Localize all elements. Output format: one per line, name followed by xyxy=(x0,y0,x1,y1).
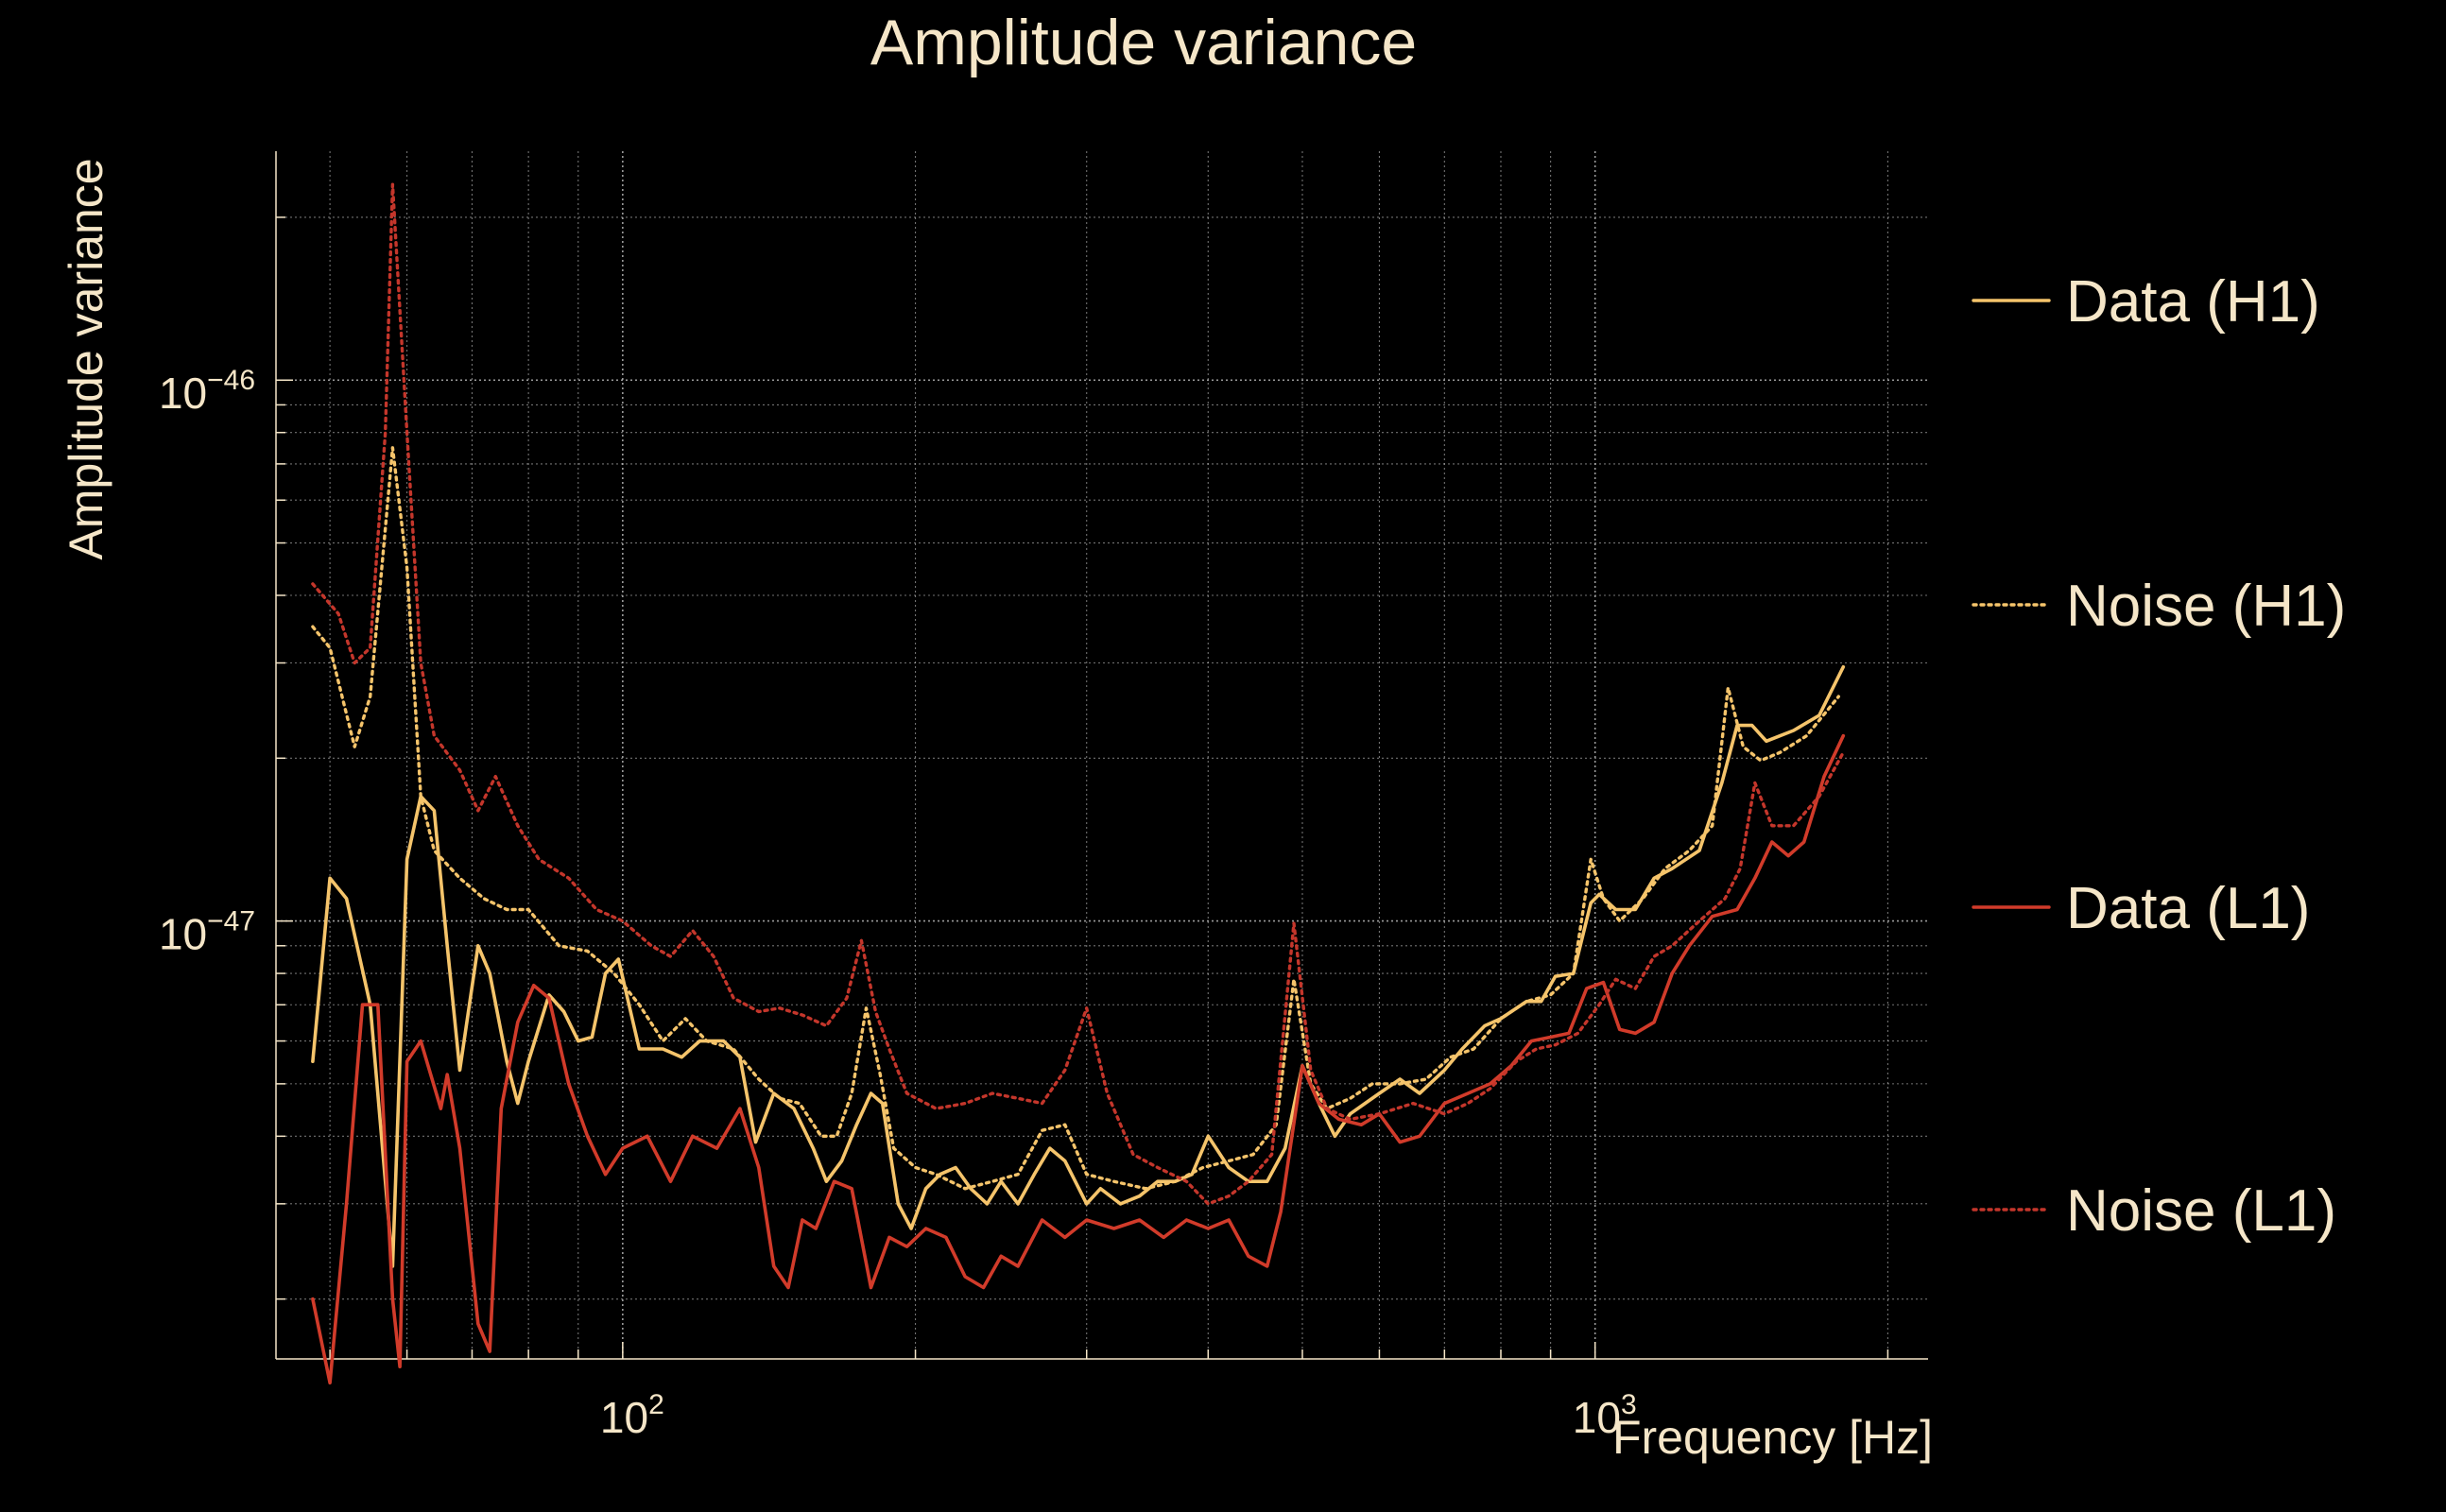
tick-labels: 102 103 10−46 10−47 xyxy=(159,365,1637,1442)
legend-label: Noise (H1) xyxy=(2066,574,2346,639)
legend-label: Data (L1) xyxy=(2066,876,2310,941)
series-lines xyxy=(311,182,1846,1385)
y-axis-label: Amplitude variance xyxy=(60,158,112,559)
y-tick-label: 10−46 xyxy=(159,365,255,418)
legend: Data (H1) Noise (H1) Data (L1) Noise (L1) xyxy=(1972,269,2346,1244)
chart-title: Amplitude variance xyxy=(870,7,1417,78)
legend-label: Noise (L1) xyxy=(2066,1178,2336,1244)
series-line-noise-l1 xyxy=(311,182,1845,1206)
series-line-data-l1 xyxy=(311,733,1846,1385)
grid-major-lines xyxy=(276,151,1928,1359)
grid-minor-lines xyxy=(276,151,1928,1359)
x-tick-label: 103 xyxy=(1573,1389,1637,1442)
x-tick-label: 102 xyxy=(600,1389,664,1442)
y-tick-label: 10−47 xyxy=(159,906,255,959)
plot-axes xyxy=(275,151,1928,1360)
x-axis-label: Frequency [Hz] xyxy=(1612,1411,1933,1464)
legend-label: Data (H1) xyxy=(2066,269,2320,335)
series-line-noise-h1 xyxy=(311,446,1840,1191)
